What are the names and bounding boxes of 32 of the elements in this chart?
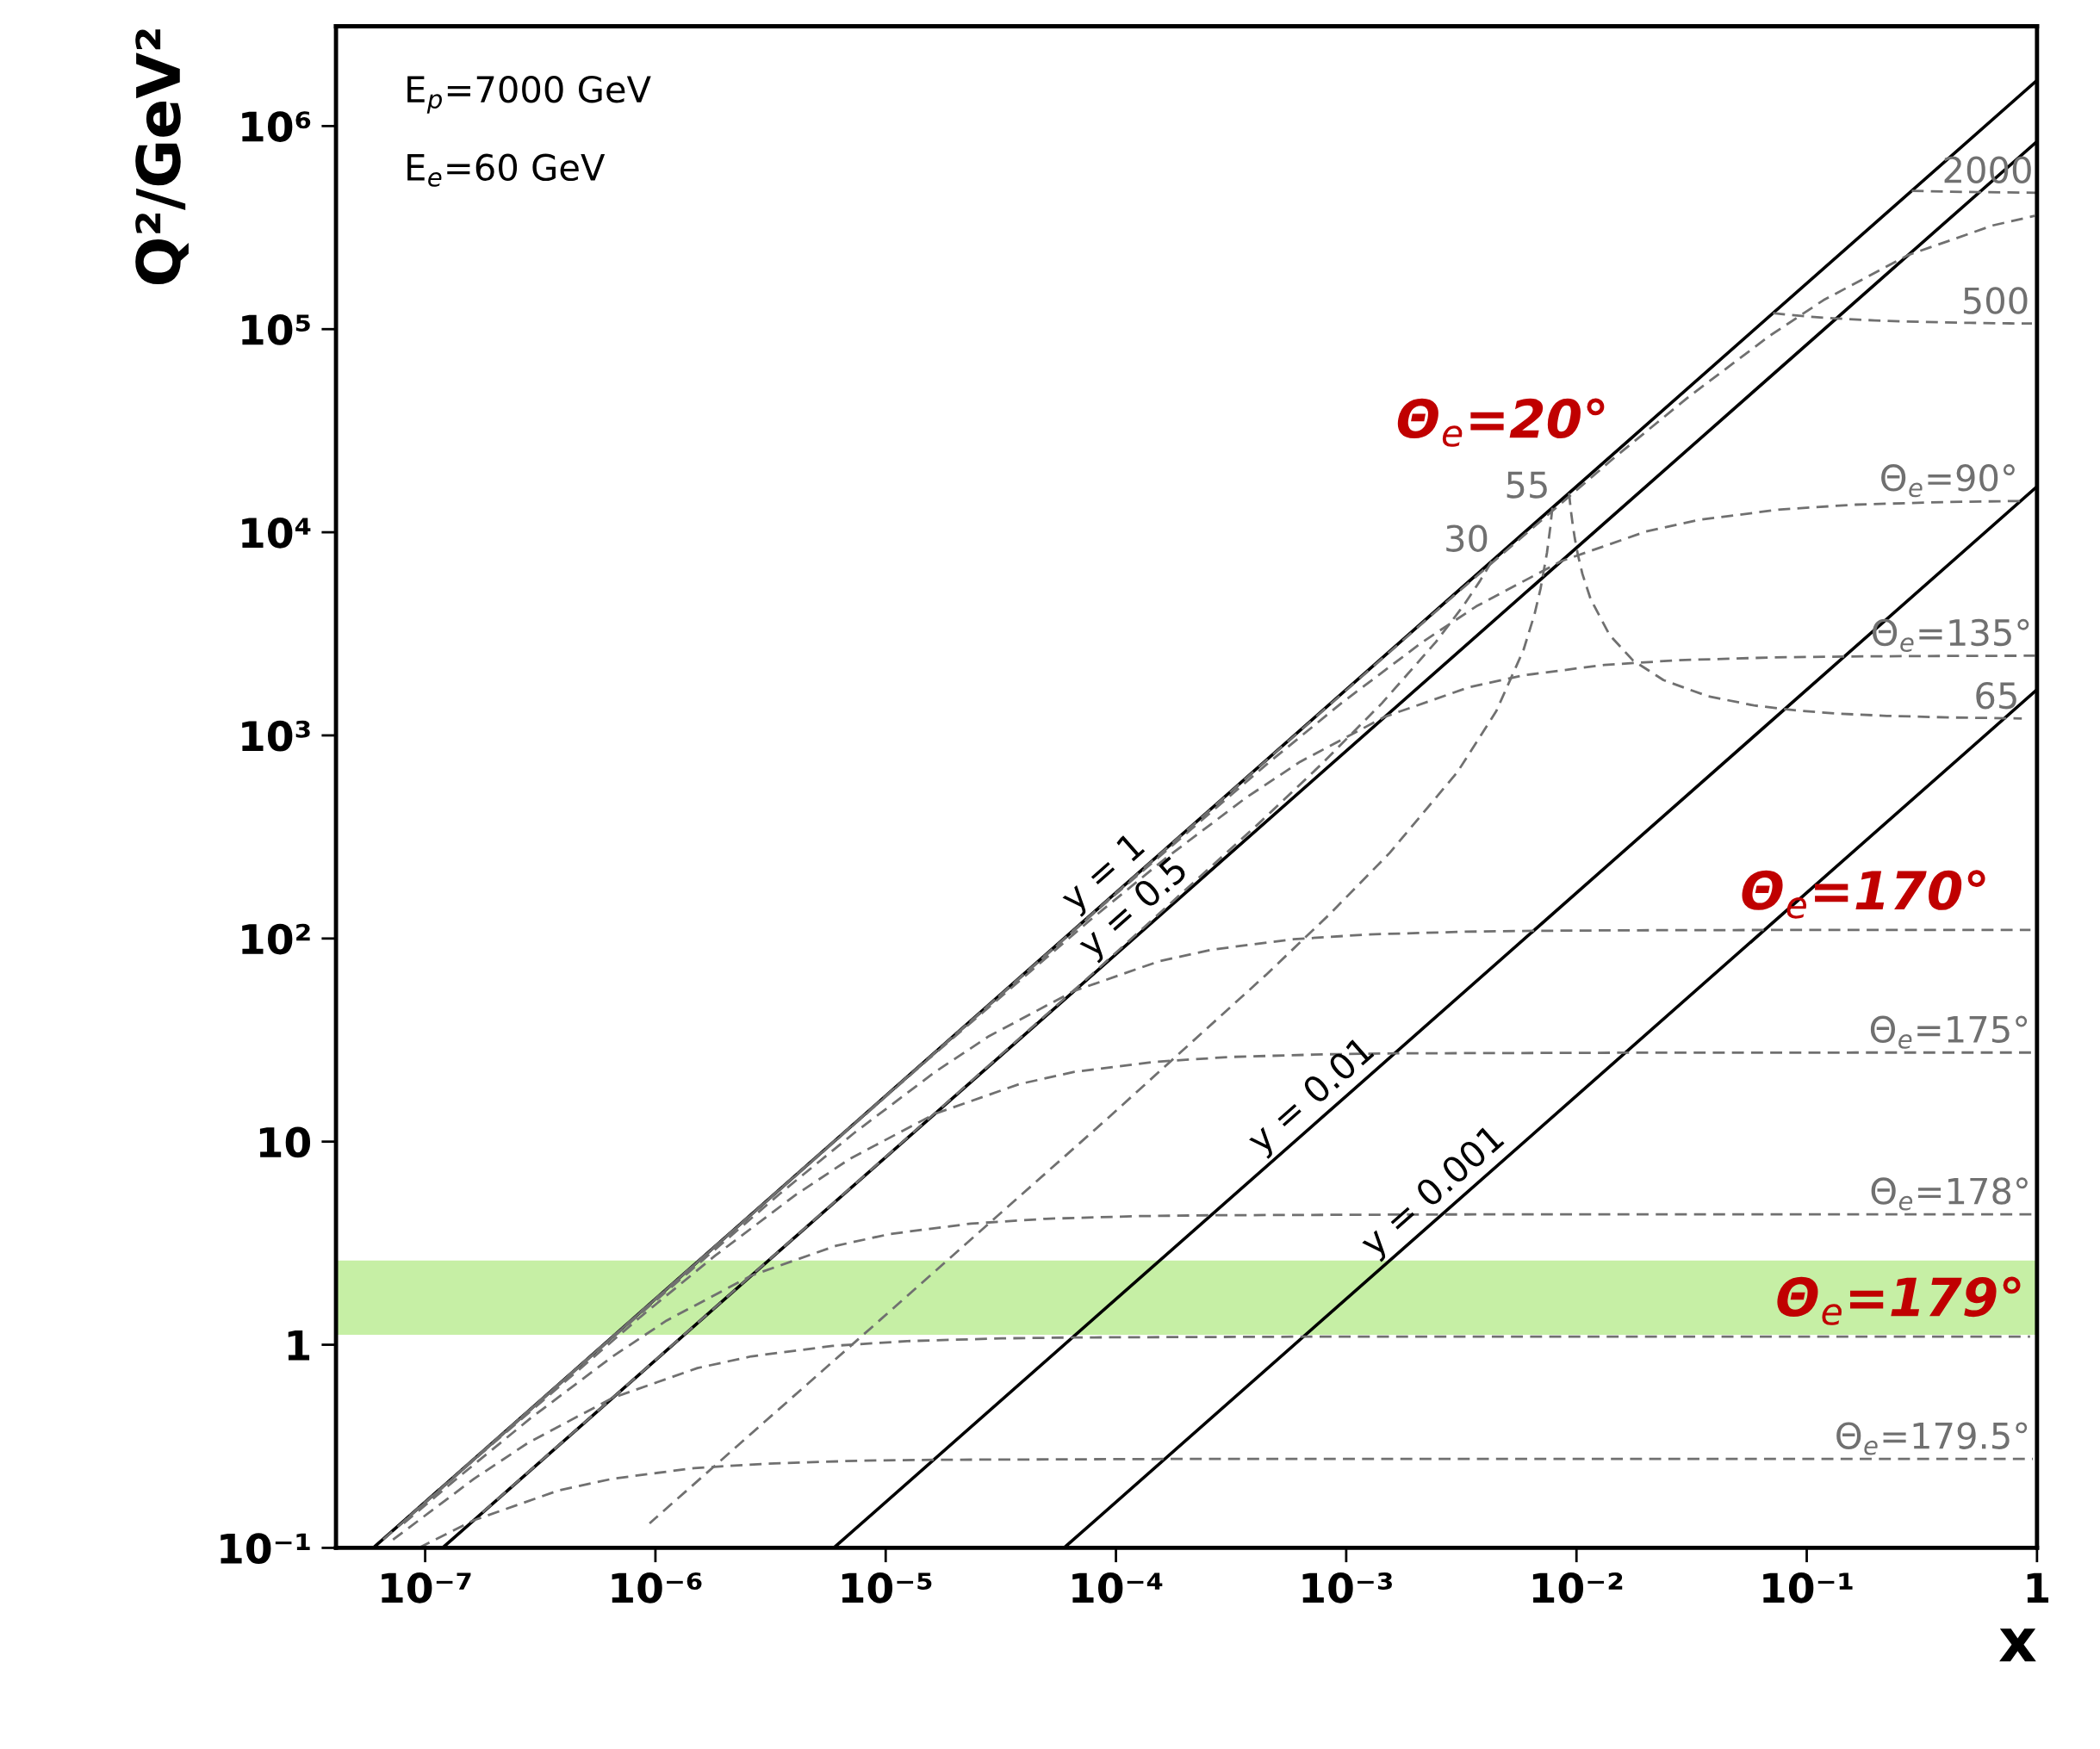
annotation: Θ$_{e}$=20°: [1397, 398, 1605, 447]
annotation: E$_{p}$=7000 GeV: [407, 75, 651, 114]
annotation: Θ$_{e}$=170°: [1742, 870, 1985, 919]
series-label: Θ$_{e}$=178°: [1871, 1177, 2028, 1211]
x-axis-title: x: [1999, 1628, 2036, 1662]
series-label: 65: [1976, 681, 2016, 710]
series-label: Θ$_{e}$=135°: [1873, 618, 2029, 652]
annotation: E$_{e}$=60 GeV: [407, 153, 606, 187]
y-tick-label: 10⁶: [242, 111, 311, 142]
x-tick-label: 10⁻⁷: [382, 1572, 471, 1603]
series-label: 55: [1507, 471, 1547, 499]
x-tick-label: 10⁻⁶: [612, 1572, 702, 1603]
y-tick-label: 10⁴: [242, 517, 311, 549]
series-label: 500: [1963, 287, 2028, 314]
series-label: Θ$_{e}$=90°: [1881, 464, 2015, 498]
y-tick-label: 10²: [242, 923, 310, 955]
x-tick-label: 10⁻²: [1532, 1572, 1623, 1603]
y-tick-label: 1: [288, 1330, 310, 1361]
y-tick-label: 10⁵: [242, 314, 310, 345]
y-tick-label: 10⁻¹: [221, 1533, 310, 1565]
x-tick-label: 10⁻⁴: [1072, 1572, 1163, 1603]
x-tick-label: 10⁻¹: [1763, 1572, 1853, 1603]
annotation: Θ$_{e}$=179°: [1777, 1276, 2021, 1325]
series-label: Θ$_{e}$=175°: [1870, 1015, 2028, 1049]
x-tick-label: 1: [2027, 1572, 2049, 1603]
x-tick-label: 10⁻⁵: [842, 1572, 932, 1603]
x-tick-label: 10⁻³: [1302, 1572, 1392, 1603]
y-tick-label: 10³: [242, 720, 310, 752]
series-label: 30: [1446, 524, 1488, 552]
y-axis-title: Q²/GeV²: [135, 29, 189, 285]
series-label: Θ$_{e}$=179.5°: [1836, 1422, 2028, 1455]
y-tick-label: 10: [259, 1126, 311, 1158]
